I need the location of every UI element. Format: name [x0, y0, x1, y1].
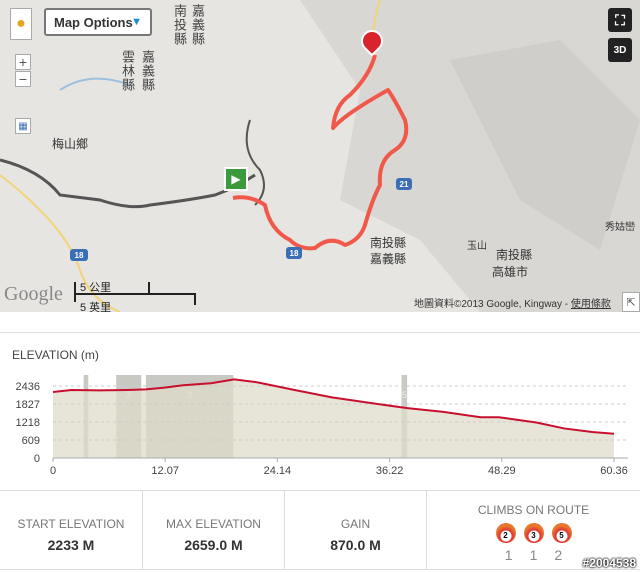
- x-tick-label: 24.14: [264, 465, 292, 477]
- climb-category-icon: 3: [523, 523, 544, 543]
- scale-bar: [74, 282, 196, 305]
- y-tick-label: 609: [22, 435, 40, 447]
- climb-category-icon: 2: [495, 523, 516, 543]
- y-tick-label: 2436: [16, 381, 40, 393]
- fullscreen-icon[interactable]: ⛶: [608, 8, 632, 32]
- map-label: 嘉義縣: [370, 252, 407, 266]
- scale-mi: 5 英里: [80, 302, 112, 312]
- highway-shield: 18: [286, 247, 302, 259]
- x-tick-label: 12.07: [151, 465, 179, 477]
- x-tick-label: 36.22: [376, 465, 404, 477]
- stats-bar: START ELEVATION 2233 M MAX ELEVATION 2659.…: [0, 490, 640, 570]
- y-tick-label: 1218: [16, 417, 40, 429]
- climb-count: 1: [529, 547, 538, 563]
- climbs-on-route: CLIMBS ON ROUTE 2 3 5 1 1 2: [427, 491, 640, 569]
- highway-shield: 18: [70, 249, 88, 261]
- start-elevation-stat: START ELEVATION 2233 M: [0, 491, 143, 569]
- scale-km: 5 公里: [80, 282, 112, 294]
- x-tick-label: 60.36: [600, 465, 628, 477]
- x-tick-label: 0: [50, 465, 56, 477]
- gain-stat: GAIN 870.0 M: [285, 491, 427, 569]
- road-highway-18: [0, 158, 256, 209]
- y-tick-label: 0: [34, 453, 40, 465]
- map-label: 高雄市: [492, 265, 529, 279]
- map[interactable]: 南投縣 嘉義縣 雲林縣 嘉義縣 梅山鄉 南投縣 嘉義縣 玉山 南投縣 高雄市 秀…: [0, 0, 640, 312]
- pegman-icon[interactable]: ●: [10, 8, 32, 40]
- climb-count: 1: [504, 547, 513, 563]
- watermark: #2004538: [582, 556, 636, 570]
- map-label: 玉山: [467, 241, 487, 252]
- google-logo: Google: [4, 283, 63, 305]
- y-tick-label: 1827: [16, 399, 40, 411]
- map-label: 南投縣: [172, 4, 187, 46]
- route-line: [232, 54, 409, 251]
- map-attribution: 地圖資料©2013 Google, Kingway - 使用條款: [414, 295, 611, 310]
- terms-link[interactable]: 使用條款: [570, 299, 611, 310]
- map-label: 嘉義縣: [190, 4, 205, 46]
- collapse-icon[interactable]: ⇱: [622, 292, 640, 312]
- map-label: 秀姑巒: [605, 222, 635, 233]
- map-label: 南投縣: [370, 236, 407, 250]
- layers-icon[interactable]: ▦: [15, 118, 31, 134]
- highway-shield: 21: [396, 178, 412, 190]
- gain-label: GAIN: [340, 517, 371, 531]
- map-label: 南投縣: [496, 248, 533, 262]
- start-marker[interactable]: ▶: [224, 167, 248, 191]
- climb-count: 2: [554, 547, 563, 563]
- elevation-area: [53, 379, 614, 458]
- chevron-down-icon: ▼: [131, 16, 142, 28]
- climbs-label: CLIMBS ON ROUTE: [477, 503, 590, 517]
- max-elevation-stat: MAX ELEVATION 2659.0 M: [143, 491, 285, 569]
- max-elevation-value: 2659.0 M: [184, 537, 243, 553]
- map-label: 梅山鄉: [52, 137, 89, 151]
- attribution-text: 地圖資料©2013 Google, Kingway -: [414, 299, 571, 310]
- elevation-chart[interactable]: 3250609121818272436012.0724.1436.2248.29…: [0, 333, 640, 491]
- start-elevation-value: 2233 M: [47, 537, 95, 553]
- elevation-title: ELEVATION (m): [12, 348, 99, 362]
- climb-category-icon: 5: [551, 523, 572, 543]
- elevation-line: [52, 378, 615, 435]
- map-label: 嘉義縣: [140, 50, 155, 92]
- x-tick-label: 48.29: [488, 465, 516, 477]
- climb-band-label: 5: [402, 390, 407, 400]
- map-label: 雲林縣: [120, 50, 135, 92]
- zoom-in-button[interactable]: +: [15, 54, 31, 70]
- elevation-panel: ELEVATION (m) 3250609121818272436012.072…: [0, 332, 640, 490]
- start-elevation-label: START ELEVATION: [17, 517, 125, 531]
- zoom-out-button[interactable]: −: [15, 71, 31, 87]
- max-elevation-label: MAX ELEVATION: [166, 517, 261, 531]
- map-options-label: Map Options: [54, 15, 133, 30]
- map-options-dropdown[interactable]: Map Options ▼: [44, 8, 152, 36]
- 3d-button[interactable]: 3D: [608, 38, 632, 62]
- gain-value: 870.0 M: [330, 537, 381, 553]
- map-tiles: [0, 0, 640, 312]
